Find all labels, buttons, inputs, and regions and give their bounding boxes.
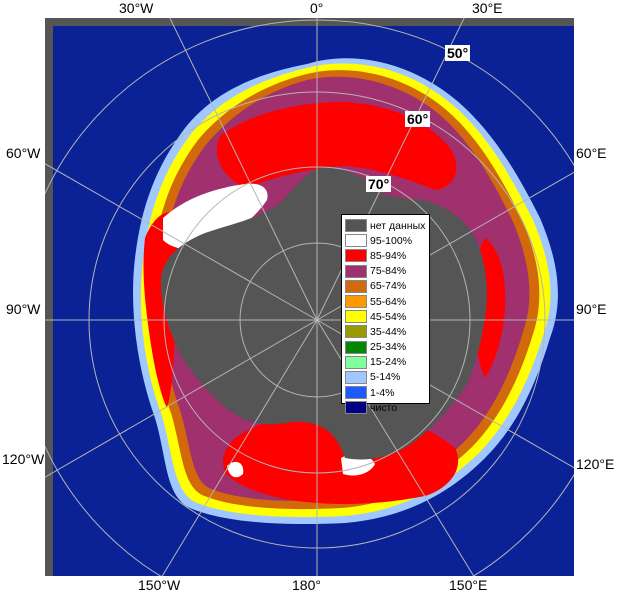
legend-item: чисто [342, 400, 429, 415]
legend-swatch [345, 325, 367, 339]
legend-swatch [345, 310, 367, 324]
legend-label: 65-74% [370, 280, 407, 293]
legend-label: 25-34% [370, 341, 407, 354]
legend-label: 1-4% [370, 386, 395, 399]
legend-item: 65-74% [342, 279, 429, 294]
lon-label-60w: 60°W [6, 145, 41, 161]
legend-swatch [345, 279, 367, 293]
legend-item: 55-64% [342, 294, 429, 309]
legend-label: 5-14% [370, 371, 401, 384]
lon-label-120e: 120°E [576, 456, 615, 472]
legend-item: нет данных [342, 218, 429, 233]
legend-label: 95-100% [370, 234, 413, 247]
lon-label-0: 0° [310, 0, 324, 16]
legend-label: 35-44% [370, 325, 407, 338]
legend-swatch [345, 401, 367, 415]
legend-item: 95-100% [342, 233, 429, 248]
lon-label-30w: 30°W [119, 0, 154, 16]
lon-label-150w: 150°W [138, 577, 181, 593]
legend-item: 1-4% [342, 385, 429, 400]
legend-label: 85-94% [370, 249, 407, 262]
lon-label-90w: 90°W [6, 301, 41, 317]
lon-label-120w: 120°W [2, 451, 45, 467]
lat-label-50: 50° [445, 45, 471, 61]
legend-label: 55-64% [370, 295, 407, 308]
ice-patch-85-94-north [216, 102, 457, 190]
legend-swatch [345, 234, 367, 248]
lon-label-30e: 30°E [472, 0, 503, 16]
legend-label: 45-54% [370, 310, 407, 323]
lon-label-90e: 90°E [576, 301, 607, 317]
legend-item: 75-84% [342, 264, 429, 279]
legend-swatch [345, 386, 367, 400]
legend-item: 35-44% [342, 324, 429, 339]
legend-item: 5-14% [342, 370, 429, 385]
legend-swatch [345, 264, 367, 278]
legend-swatch [345, 340, 367, 354]
ice-patch-95-100-weddell [163, 183, 268, 250]
lon-label-180: 180° [292, 577, 321, 593]
legend-item: 45-54% [342, 309, 429, 324]
legend-swatch [345, 249, 367, 263]
sea-ice-concentration-map [45, 18, 574, 576]
legend-item: 15-24% [342, 355, 429, 370]
legend-swatch [345, 355, 367, 369]
ice-patch-95-100-small [227, 461, 244, 478]
legend-item: 25-34% [342, 340, 429, 355]
lat-label-70: 70° [366, 176, 392, 192]
legend-swatch [345, 370, 367, 384]
legend-item: 85-94% [342, 248, 429, 263]
legend-label: чисто [370, 401, 398, 414]
concentration-legend: нет данных 95-100% 85-94% 75-84% 65-74% … [341, 214, 430, 415]
graticule [45, 18, 574, 576]
lat-label-60: 60° [405, 111, 431, 127]
lon-label-150e: 150°E [449, 577, 488, 593]
legend-swatch [345, 295, 367, 309]
legend-swatch [345, 219, 367, 233]
legend-label: 15-24% [370, 356, 407, 369]
legend-label: нет данных [370, 219, 426, 232]
legend-label: 75-84% [370, 265, 407, 278]
lon-label-60e: 60°E [576, 145, 607, 161]
